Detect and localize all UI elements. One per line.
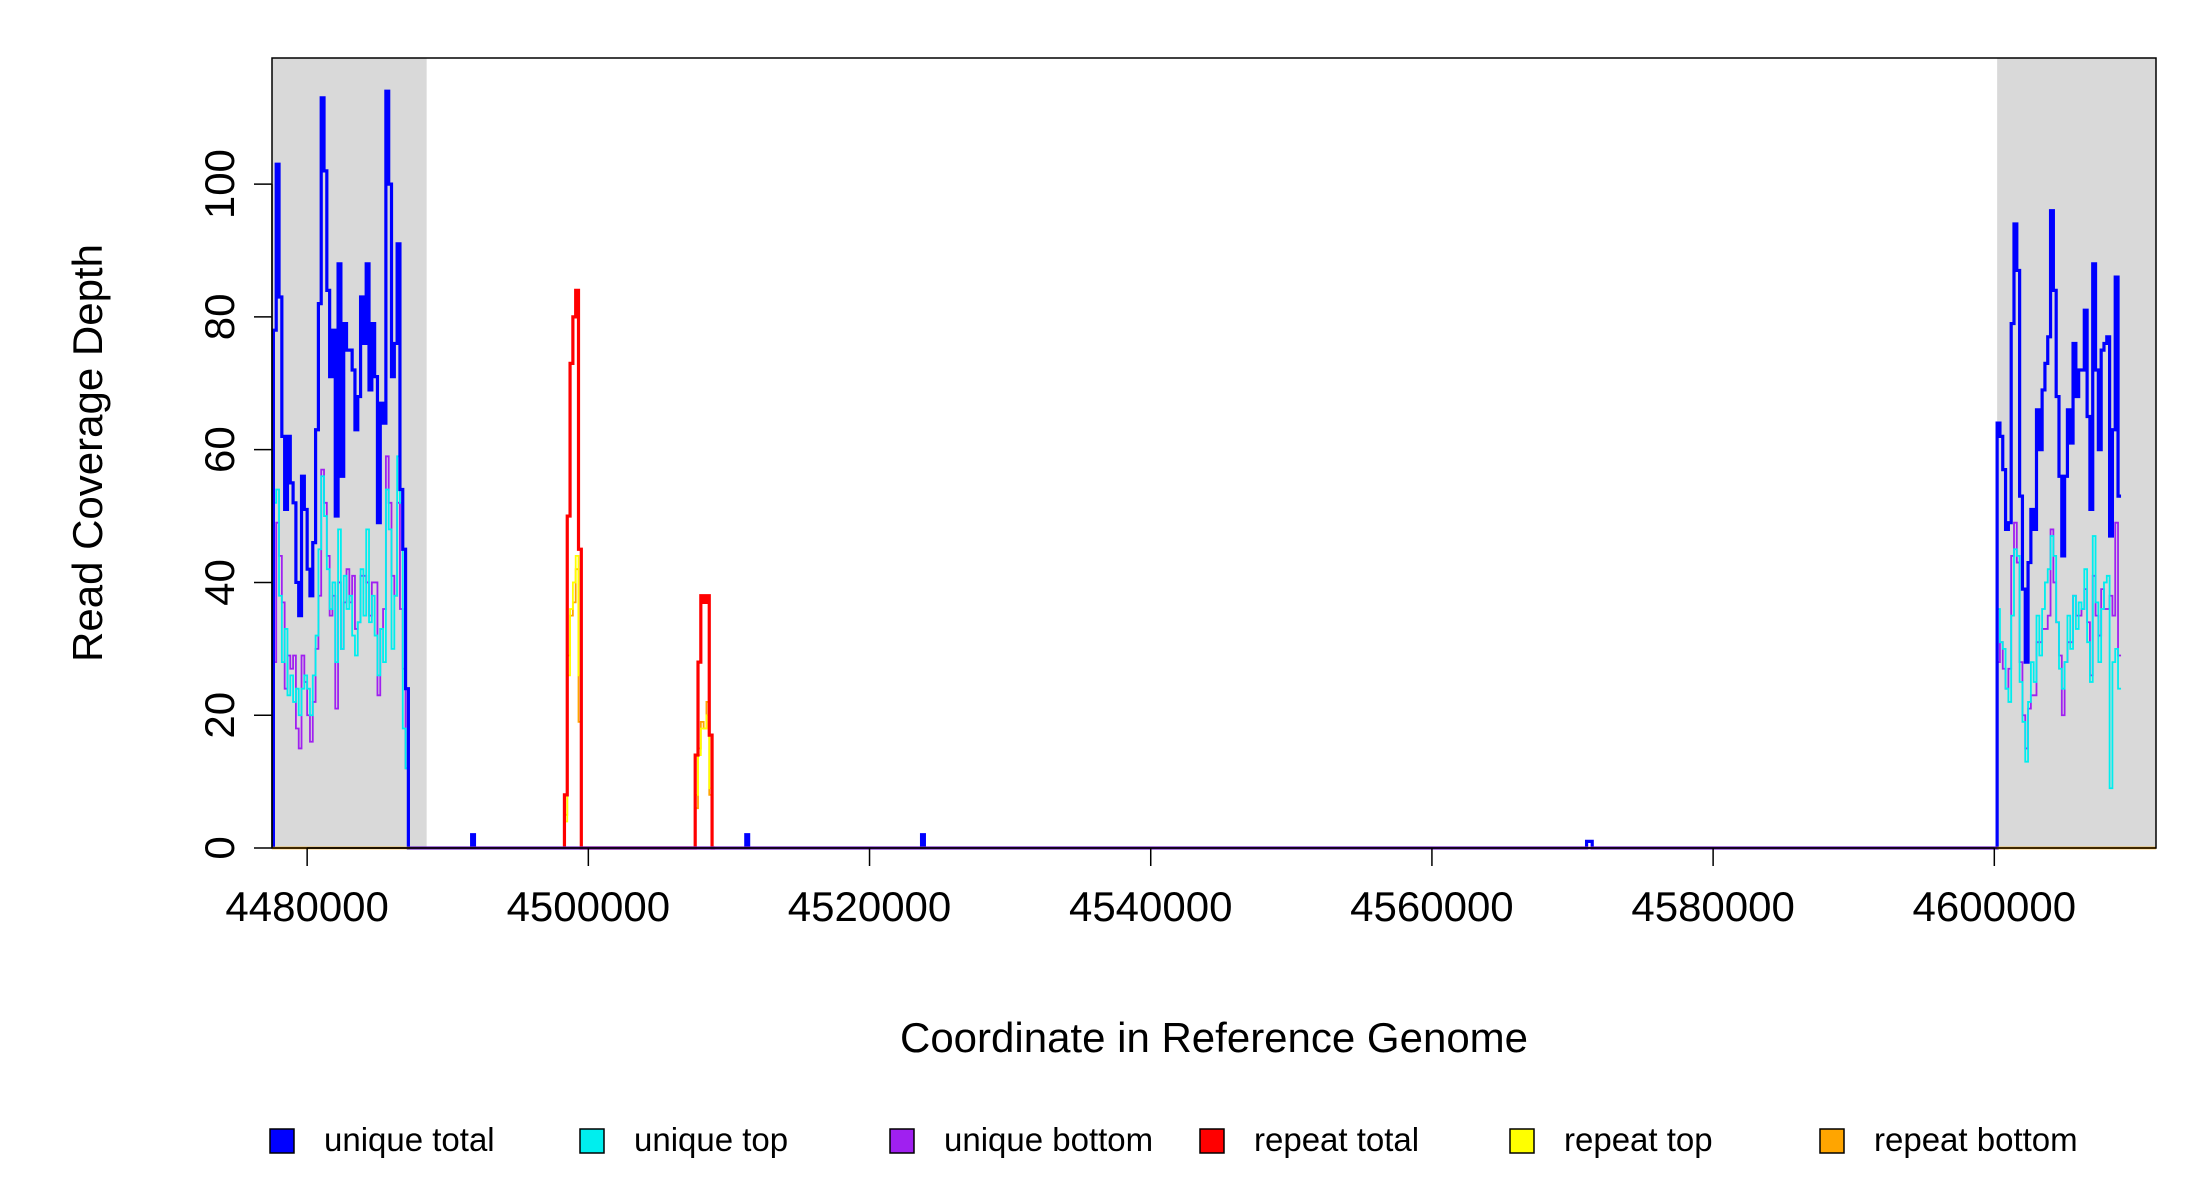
y-axis: 0 20 40 60 80 100: [196, 149, 273, 860]
series-repeat-top: [563, 554, 716, 849]
x-tick-label: 4600000: [1913, 883, 2077, 930]
legend-label: repeat total: [1254, 1121, 1419, 1158]
x-tick-label: 4480000: [225, 883, 389, 930]
legend-swatch: [1819, 1128, 1845, 1154]
legend-swatch: [269, 1128, 295, 1154]
legend-label: repeat bottom: [1874, 1121, 2078, 1158]
legend-item-unique-top: unique top: [579, 1121, 788, 1158]
legend-item-unique-bottom: unique bottom: [889, 1121, 1153, 1158]
y-tick-label: 60: [196, 426, 243, 473]
x-axis: 4480000 4500000 4520000 4540000 4560000 45800…: [225, 847, 2077, 930]
legend-swatch: [1509, 1128, 1535, 1154]
legend-swatch: [889, 1128, 915, 1154]
y-tick-label: 80: [196, 294, 243, 341]
shaded-regions: [272, 58, 2156, 848]
series-unique-total: [271, 89, 2122, 850]
legend-label: repeat top: [1564, 1121, 1713, 1158]
x-axis-label: Coordinate in Reference Genome: [900, 1014, 1528, 1061]
legend-item-repeat-bottom: repeat bottom: [1819, 1121, 2078, 1158]
legend-item-repeat-total: repeat total: [1199, 1121, 1419, 1158]
series-unique-bottom: [272, 455, 2122, 849]
legend-swatch: [579, 1128, 605, 1154]
series-repeat-bottom: [563, 568, 716, 849]
legend-label: unique bottom: [944, 1121, 1153, 1158]
legend-label: unique top: [634, 1121, 788, 1158]
x-tick-label: 4580000: [1631, 883, 1795, 930]
series-repeat-total: [562, 288, 716, 850]
y-tick-label: 100: [196, 149, 243, 219]
shaded-region-1: [272, 58, 427, 848]
shaded-region-2: [1997, 58, 2156, 848]
legend: unique total unique top unique bottom repea…: [269, 1121, 2078, 1158]
plot-frame: [271, 57, 2157, 849]
legend-label: unique total: [324, 1121, 495, 1158]
x-tick-label: 4500000: [507, 883, 671, 930]
legend-item-unique-total: unique total: [269, 1121, 495, 1158]
y-axis-label: Read Coverage Depth: [64, 244, 111, 662]
series-layer: [271, 89, 2156, 850]
y-tick-label: 20: [196, 692, 243, 739]
y-tick-label: 40: [196, 559, 243, 606]
y-tick-label: 0: [196, 836, 243, 859]
x-tick-label: 4520000: [788, 883, 952, 930]
legend-item-repeat-top: repeat top: [1509, 1121, 1713, 1158]
series-unique-top: [272, 455, 2122, 849]
legend-swatch: [1199, 1128, 1225, 1154]
x-tick-label: 4540000: [1069, 883, 1233, 930]
x-tick-label: 4560000: [1350, 883, 1514, 930]
